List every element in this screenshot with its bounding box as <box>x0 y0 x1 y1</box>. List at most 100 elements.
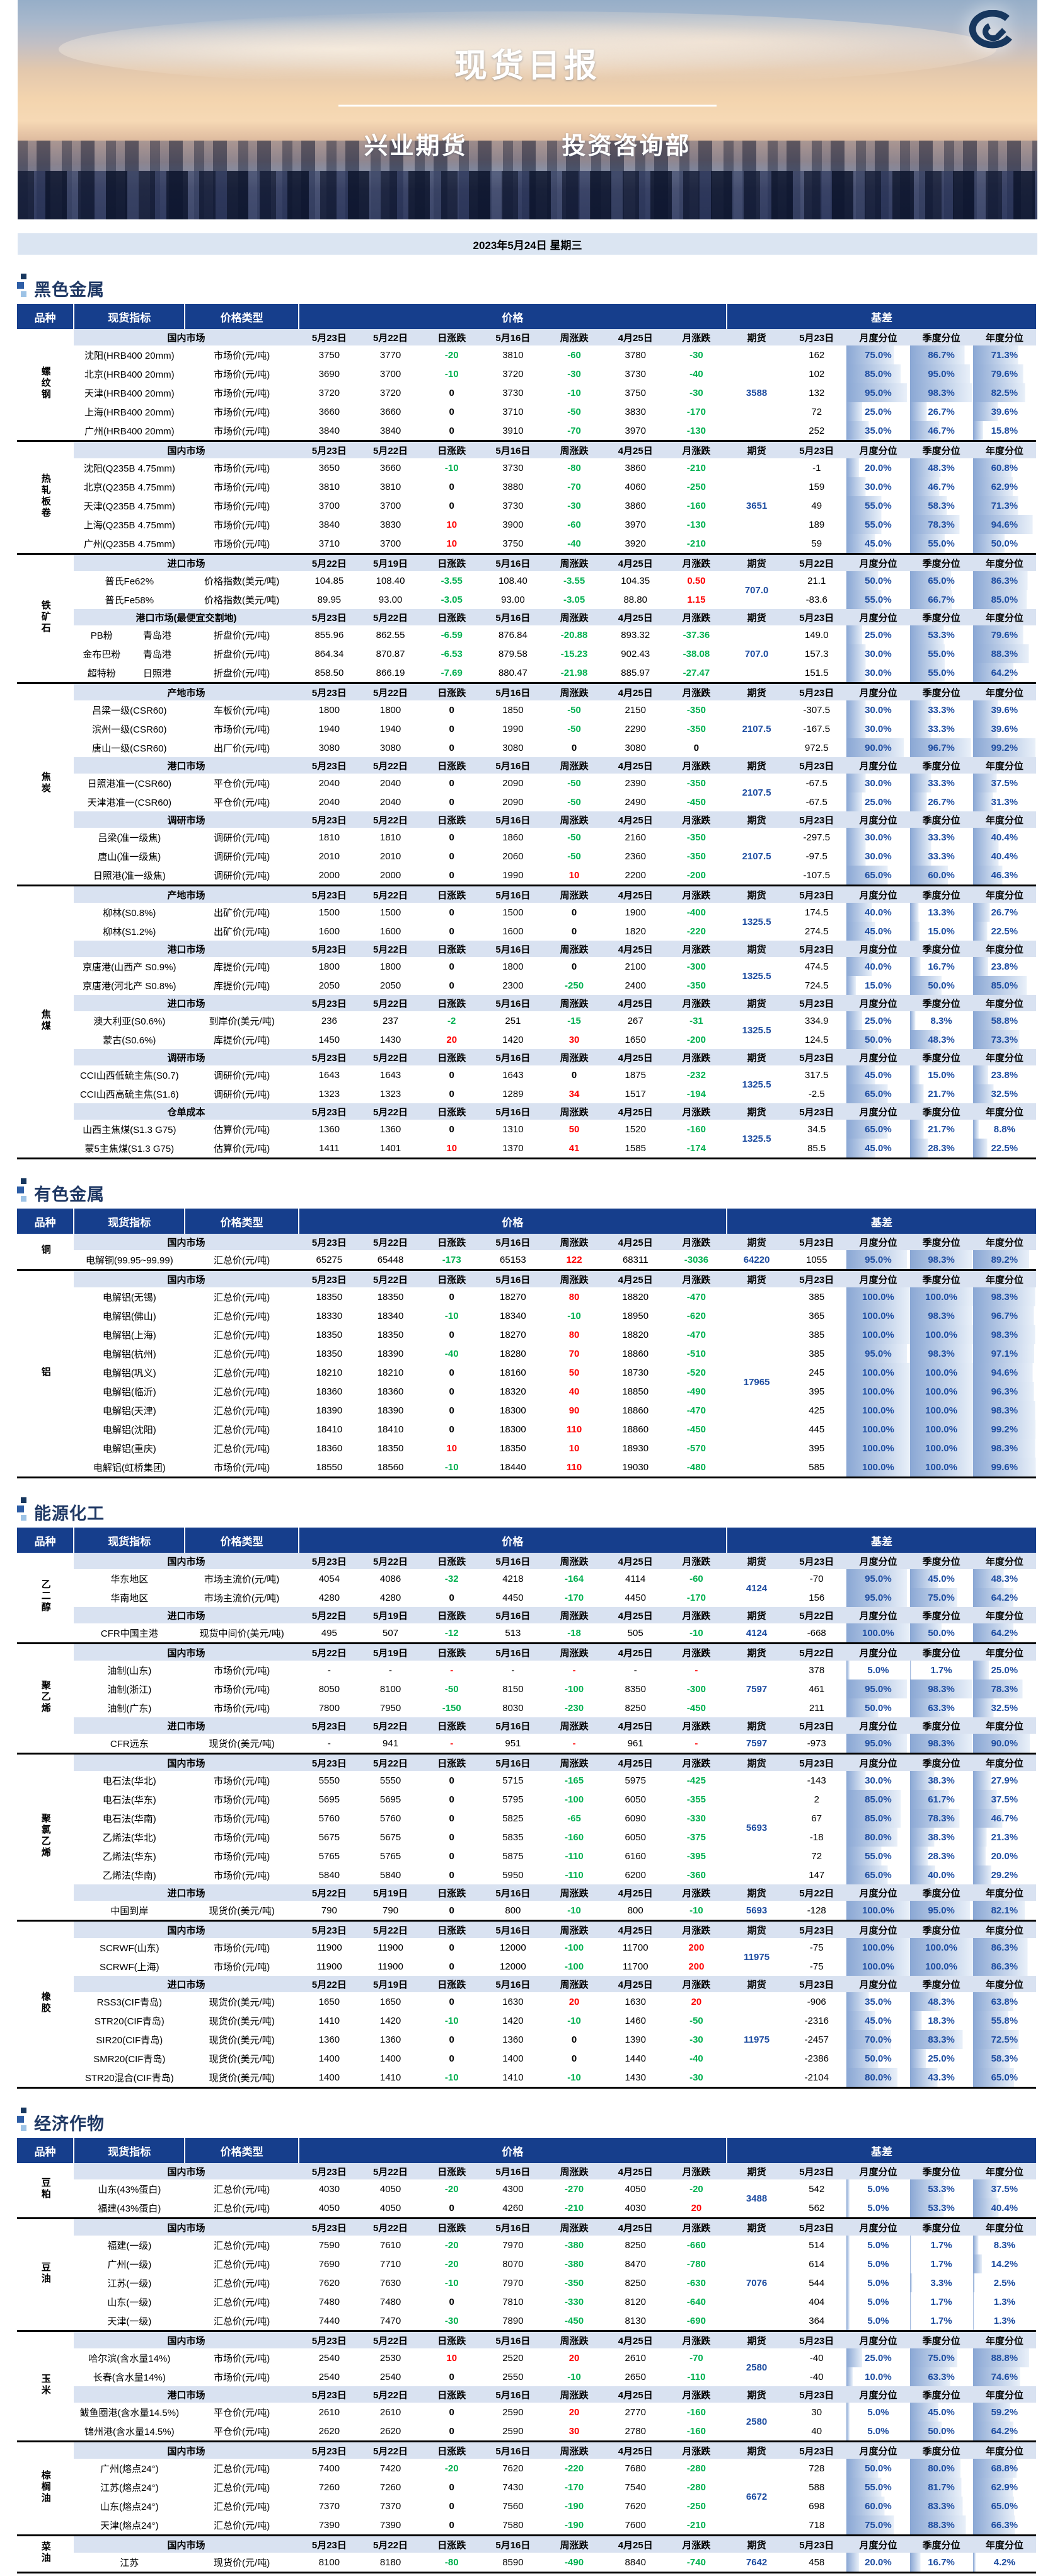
change-cell: - <box>450 1664 454 1676</box>
indicator-cell: 华东地区 <box>110 1574 149 1585</box>
change-cell: 50 <box>568 1367 580 1378</box>
stair-square-s1 <box>21 1178 26 1184</box>
percentile-cell: 35.0% <box>846 1992 910 2011</box>
basis-value-cell: 124.5 <box>805 1034 829 1045</box>
basis-column-label: 月度分位 <box>846 1920 910 1938</box>
basis-value-cell: -297.5 <box>803 832 831 843</box>
percentile-cell: 21.7% <box>909 1120 973 1139</box>
price-type-cell: 汇总价(元/吨) <box>214 2316 270 2327</box>
price-type-cell: 市场价(元/吨) <box>214 388 270 399</box>
change-cell: 10 <box>446 538 458 549</box>
percentile-cell: 37.5% <box>972 2179 1036 2198</box>
change-cell: -194 <box>686 1088 706 1099</box>
price-cell: 18270 <box>500 1329 526 1340</box>
price-cell: 3750 <box>625 387 646 398</box>
basis-column-label: 5月23日 <box>787 1269 847 1287</box>
table-row: 北京(Q235B 4.75mm) 市场价(元/吨) 3810 3810 0 3880 -70… <box>17 477 1036 496</box>
stair-square-s2 <box>17 2116 24 2123</box>
price-cell: 18410 <box>316 1424 343 1435</box>
change-cell: -3.05 <box>563 594 585 605</box>
price-cell: 3080 <box>318 742 340 753</box>
percentile-cell: 80.0% <box>909 2459 973 2478</box>
change-cell: -10 <box>444 2072 459 2083</box>
percentile-cell: 100.0% <box>846 1957 910 1976</box>
change-cell: 122 <box>566 1254 582 1265</box>
price-column-label: 日涨跌 <box>421 1884 483 1901</box>
percentile-cell: 15.8% <box>972 421 1036 441</box>
change-cell: -110 <box>565 1850 584 1862</box>
price-type-cell: 库提价(元/吨) <box>214 961 270 973</box>
basis-value-cell: 147 <box>809 1869 825 1881</box>
price-cell: 790 <box>321 1905 337 1916</box>
change-cell: -280 <box>686 2463 706 2474</box>
table-row: 油制(广东) 市场价(元/吨) 7800 7950 -150 8030 -230 8250 -4… <box>17 1698 1036 1717</box>
indicator-cell: 日照港(准一级焦) <box>93 870 166 881</box>
price-cell: - <box>389 1664 393 1676</box>
percentile-cell: 1.7% <box>909 2292 973 2311</box>
price-cell: 18360 <box>377 1386 404 1397</box>
price-cell: 1500 <box>502 907 524 918</box>
basis-column-label: 年度分位 <box>972 1884 1036 1901</box>
market-header-row: 港口市场(最便宜交割地) 5月23日 5月22日 日涨跌 5月16日 周涨跌 4月25日 月涨… <box>17 609 1036 625</box>
basis-column-label: 季度分位 <box>909 1103 973 1120</box>
table-row: 电解铝(巩义) 汇总价(元/吨) 18210 18210 0 18160 50 18730 -5… <box>17 1363 1036 1382</box>
price-type-cell: 市场价(元/吨) <box>214 369 270 380</box>
price-cell: 5765 <box>318 1850 340 1862</box>
basis-value-cell: 385 <box>809 1329 825 1340</box>
price-cell: 5675 <box>318 1831 340 1843</box>
price-column-label: 日涨跌 <box>421 1753 483 1771</box>
percentile-cell: 72.5% <box>972 2030 1036 2049</box>
change-cell: 40 <box>568 1386 580 1397</box>
table-row: SCRWF(山东) 市场价(元/吨) 11900 11900 0 12000 -100 117… <box>17 1938 1036 1963</box>
price-column-label: 周涨跌 <box>543 1884 605 1901</box>
price-cell: 1360 <box>502 2034 524 2045</box>
basis-column-label: 年度分位 <box>972 1103 1036 1120</box>
price-cell: 3730 <box>502 500 524 511</box>
percentile-cell: 64.2% <box>972 663 1036 683</box>
price-cell: 18850 <box>622 1386 649 1397</box>
percentile-cell: 55.0% <box>846 590 910 609</box>
price-cell: 8180 <box>379 2556 401 2568</box>
change-cell: -210 <box>686 462 706 473</box>
change-cell: -350 <box>686 832 706 843</box>
variety-cell: 乙二醇 <box>17 1553 74 1644</box>
table-row: CFR中国主港 现货中间价(美元/吨) 495 507 -12 513 -18 505 -10 4… <box>17 1623 1036 1644</box>
change-cell: -160 <box>565 1831 584 1843</box>
table-row: 乙烯法(华北) 市场价(元/吨) 5675 5675 0 5835 -160 6050 -375… <box>17 1828 1036 1847</box>
price-cell: 3750 <box>318 349 340 361</box>
change-cell: -350 <box>686 777 706 789</box>
table-row: 电石法(华南) 市场价(元/吨) 5760 5760 0 5825 -65 6090 -330 6… <box>17 1809 1036 1828</box>
futures-price-cell: 1325.5 <box>742 1024 771 1036</box>
price-cell: 3810 <box>502 349 524 361</box>
change-cell: 0 <box>571 742 577 753</box>
price-cell: - <box>633 1664 637 1676</box>
basis-column-label: 年度分位 <box>972 2534 1036 2553</box>
basis-value-cell: -75 <box>809 1942 824 1953</box>
percentile-cell: 5.0% <box>846 2311 910 2331</box>
change-cell: -50 <box>567 796 581 808</box>
percentile-cell: 80.0% <box>846 1828 910 1847</box>
percentile-cell: 48.3% <box>972 1569 1036 1588</box>
variety-cell: 豆粕 <box>17 2163 74 2219</box>
price-cell: 108.40 <box>376 575 405 586</box>
percentile-cell: 53.3% <box>909 625 973 644</box>
table-row: 电石法(华东) 市场价(元/吨) 5695 5695 0 5795 -100 6050 -355… <box>17 1790 1036 1809</box>
variety-cell: 豆油 <box>17 2217 74 2331</box>
percentile-cell: 100.0% <box>909 1401 973 1420</box>
percentile-cell: 46.7% <box>909 421 973 441</box>
indicator-cell: CFR中国主港 <box>100 1628 158 1639</box>
price-column-label: 周涨跌 <box>543 995 605 1011</box>
price-cell: 1420 <box>502 1034 524 1045</box>
price-column-label: 5月16日 <box>482 1553 544 1569</box>
price-column-label: 月涨跌 <box>666 1049 727 1065</box>
price-type-cell: 库提价(元/吨) <box>214 1035 270 1046</box>
percentile-cell: 78.3% <box>909 515 973 534</box>
variety-cell: 聚氯乙烯 <box>17 1753 74 1921</box>
price-column-label: 5月23日 <box>298 1103 360 1120</box>
price-type-cell: 折盘价(元/吨) <box>214 649 270 660</box>
change-cell: 0 <box>449 980 454 991</box>
price-cell: 1650 <box>379 1996 401 2007</box>
table-header-row: 品种 现货指标 价格类型 价格 基差 <box>17 1209 1036 1234</box>
price-column-label: 5月22日 <box>298 553 360 571</box>
price-cell: 2620 <box>379 2425 401 2437</box>
